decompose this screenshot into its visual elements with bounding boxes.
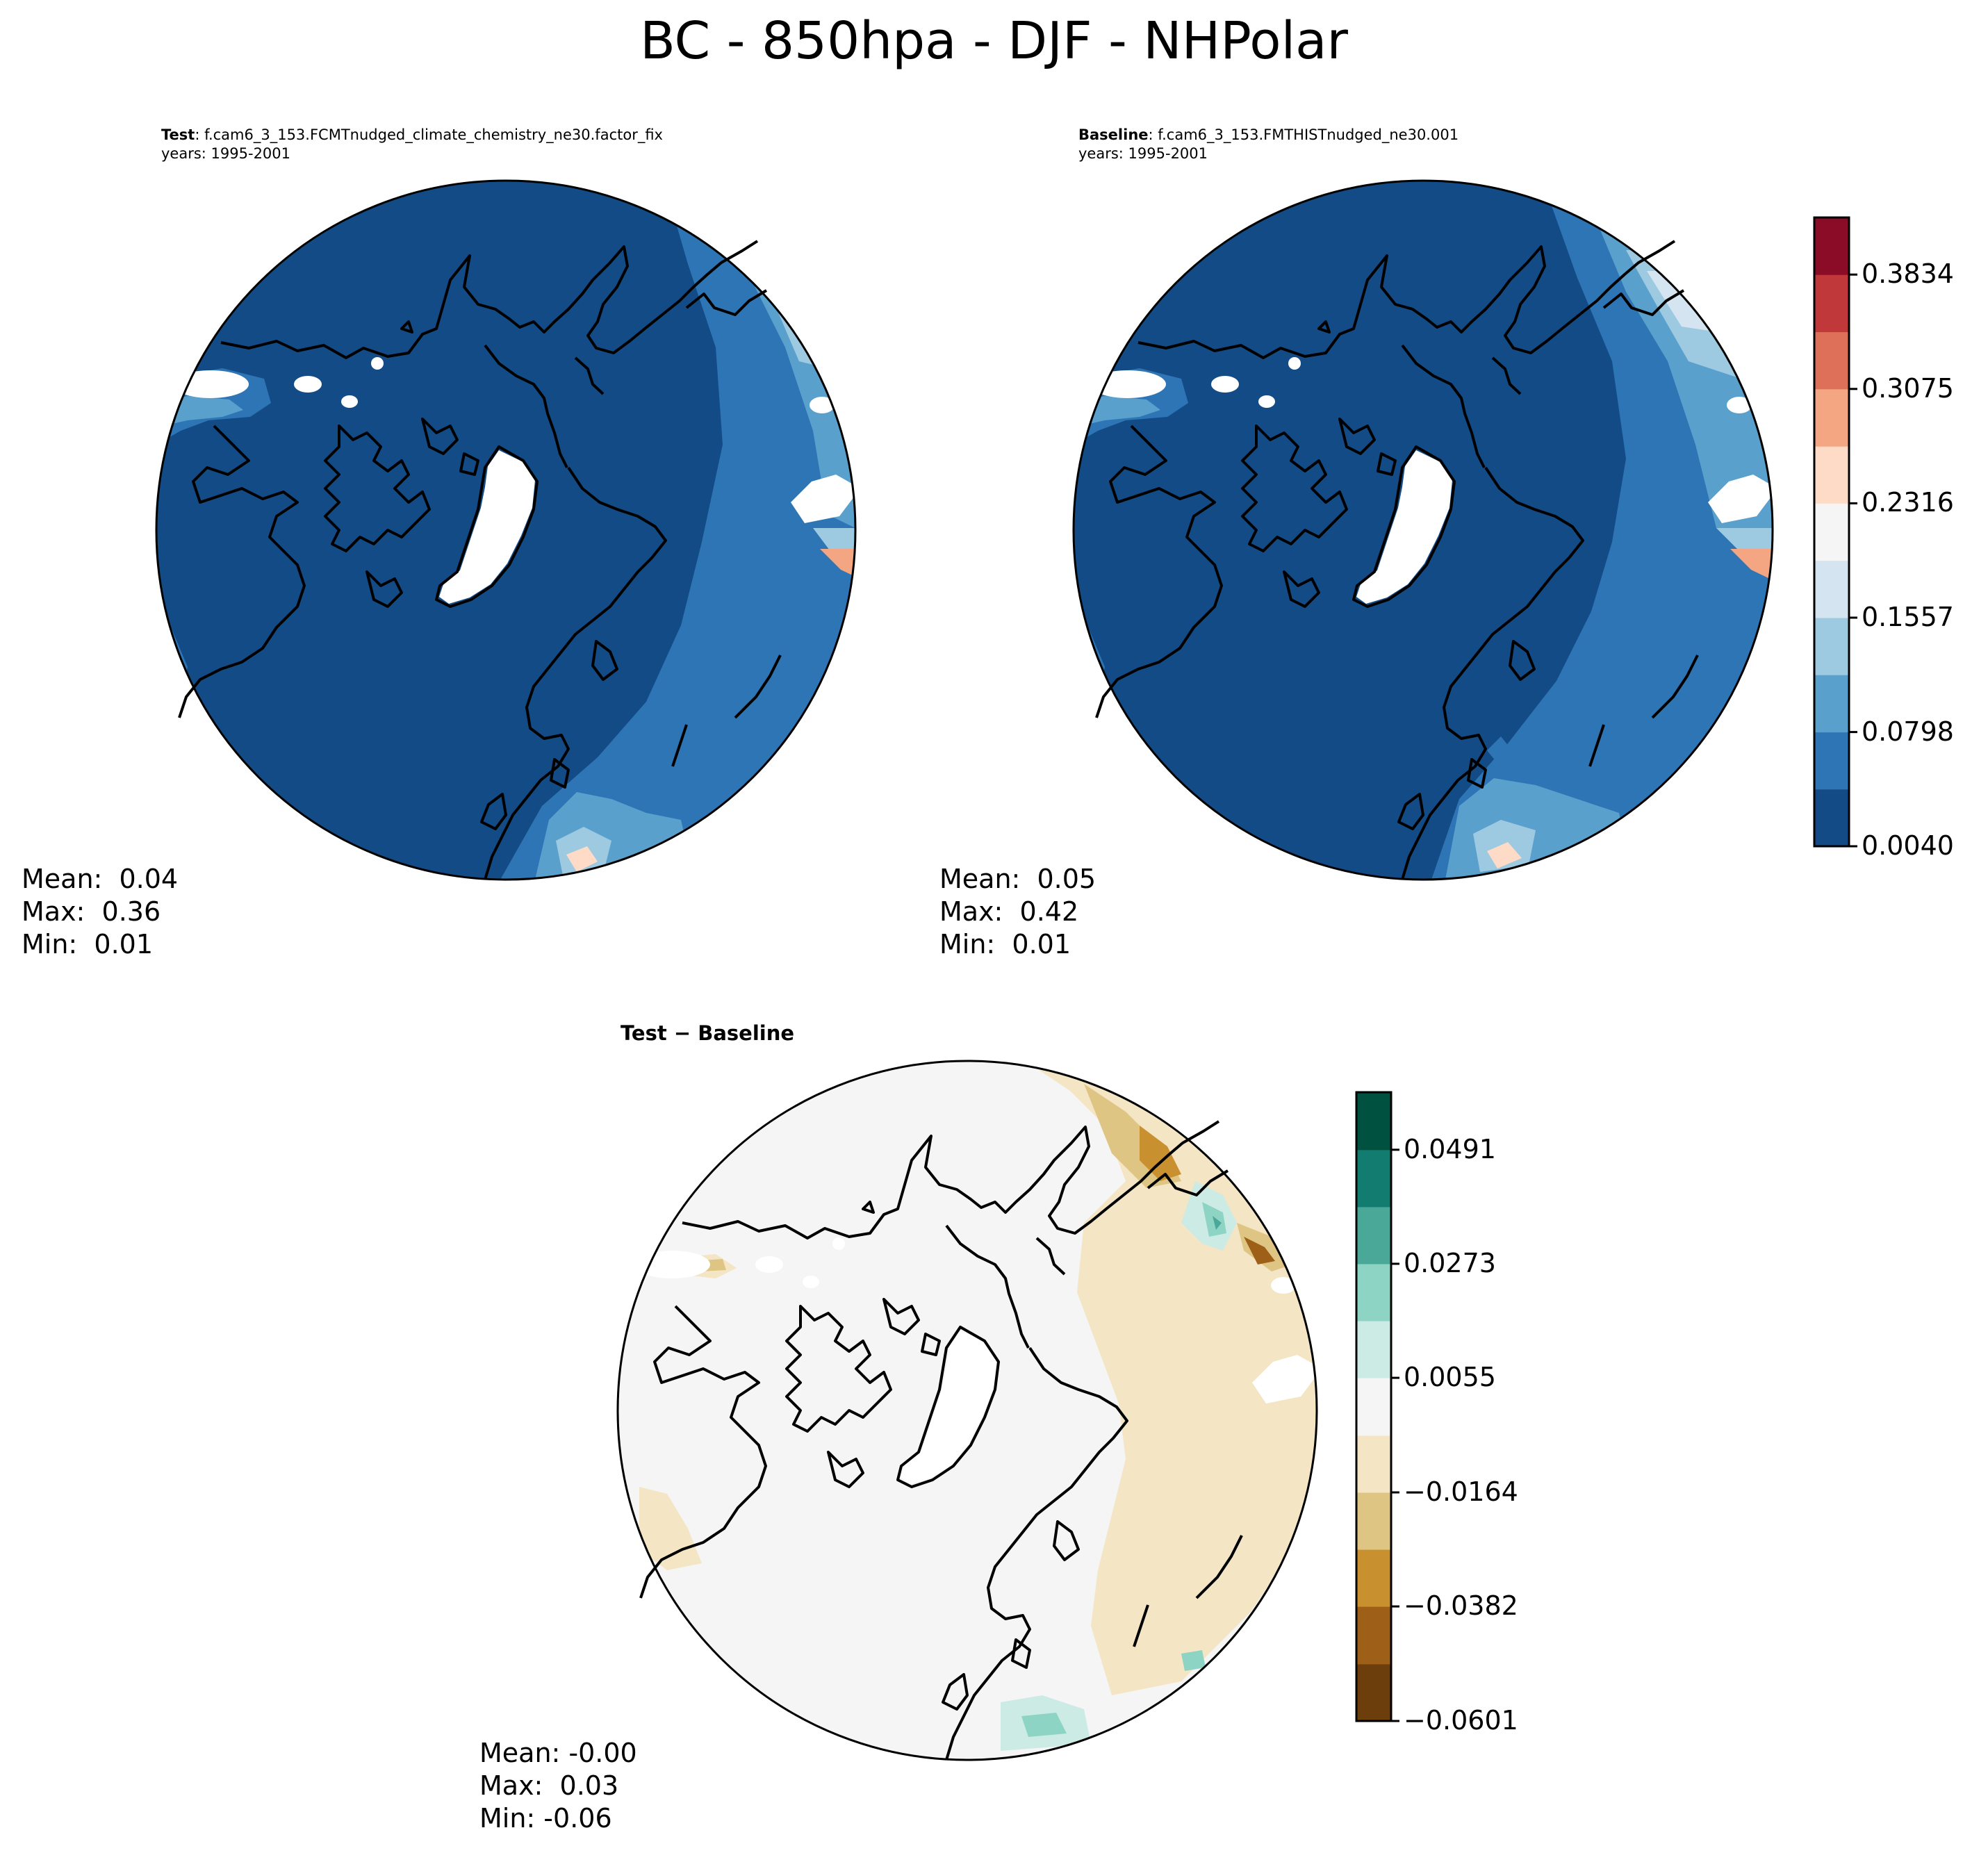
diff-map-boundary [616,1060,1318,1761]
diff-colorbar-tick-label: −0.0164 [1404,1476,1518,1507]
diff-colorbar [1355,1091,1399,1722]
diff-colorbar-tick-label: −0.0601 [1404,1705,1518,1736]
baseline-case-name: : f.cam6_3_153.FMTHISTnudged_ne30.001 [1148,126,1459,143]
diff-colorbar-swatch [1356,1549,1391,1607]
diff-colorbar-swatch [1356,1435,1391,1493]
baseline-panel-header: Baseline: f.cam6_3_153.FMTHISTnudged_ne3… [1078,126,1459,163]
diff-colorbar-tick-label: 0.0273 [1404,1247,1496,1278]
diff-colorbar-frame [1355,1091,1393,1722]
diff-max: Max: 0.03 [479,1770,619,1801]
baseline-label: Baseline [1078,126,1149,143]
diff-map [616,1060,1318,1761]
main-colorbar-swatch [1814,789,1849,847]
main-colorbar-swatch [1814,274,1849,333]
test-case-name: : f.cam6_3_153.FCMTnudged_climate_chemis… [195,126,663,143]
diff-stats: Mean: -0.00 Max: 0.03 Min: -0.06 [479,1737,637,1835]
test-mean: Mean: 0.04 [22,864,179,894]
baseline-map-boundary [1072,179,1774,881]
main-colorbar-swatch [1814,388,1849,447]
main-colorbar-tick-label: 0.0798 [1862,716,1954,747]
diff-colorbar-tick-label: −0.0382 [1404,1590,1518,1622]
diff-title: Test − Baseline [621,1021,795,1045]
test-map [155,179,857,881]
test-label: Test [161,126,195,143]
diff-colorbar-swatch [1356,1263,1391,1321]
main-colorbar-frame [1813,216,1850,848]
main-colorbar-swatch [1814,503,1849,561]
diff-colorbar-tick-label: 0.0055 [1404,1362,1496,1393]
test-max: Max: 0.36 [22,896,161,927]
baseline-stats: Mean: 0.05 Max: 0.42 Min: 0.01 [939,863,1096,961]
main-colorbar-tick-label: 0.3075 [1862,372,1954,404]
diff-mean: Mean: -0.00 [479,1738,637,1768]
baseline-map [1072,179,1774,881]
main-colorbar-swatch [1814,618,1849,675]
main-colorbar-swatch [1814,331,1849,390]
diff-colorbar-swatch [1356,1606,1391,1665]
main-colorbar-tick-label: 0.1557 [1862,602,1954,632]
main-colorbar-tick-label: 0.2316 [1862,487,1954,518]
test-stats: Mean: 0.04 Max: 0.36 Min: 0.01 [22,863,178,961]
diff-colorbar-swatch [1356,1149,1391,1208]
main-colorbar-swatch [1814,217,1849,275]
main-colorbar-tick-label: 0.3834 [1862,258,1954,290]
test-panel-header: Test: f.cam6_3_153.FCMTnudged_climate_ch… [161,126,663,163]
diff-colorbar-swatch [1356,1378,1391,1436]
baseline-max: Max: 0.42 [939,896,1079,927]
diff-min: Min: -0.06 [479,1803,612,1834]
figure-title: BC - 850hpa - DJF - NHPolar [640,11,1348,71]
main-colorbar-swatch [1814,675,1849,733]
diff-colorbar-swatch [1356,1663,1391,1722]
diff-colorbar-swatch [1356,1321,1391,1378]
baseline-mean: Mean: 0.05 [939,864,1096,894]
baseline-years: years: 1995-2001 [1078,145,1208,162]
main-colorbar [1813,216,1857,848]
test-min: Min: 0.01 [22,929,153,960]
main-colorbar-tick-label: 0.0040 [1862,830,1954,861]
diff-colorbar-swatch [1356,1206,1391,1265]
main-colorbar-swatch [1814,732,1849,790]
main-colorbar-swatch [1814,560,1849,618]
diff-colorbar-swatch [1356,1092,1391,1151]
main-colorbar-swatch [1814,446,1849,504]
test-years: years: 1995-2001 [161,145,291,162]
diff-colorbar-tick-label: 0.0491 [1404,1133,1496,1164]
baseline-min: Min: 0.01 [939,929,1071,960]
diff-colorbar-swatch [1356,1492,1391,1550]
test-map-boundary [155,179,857,881]
